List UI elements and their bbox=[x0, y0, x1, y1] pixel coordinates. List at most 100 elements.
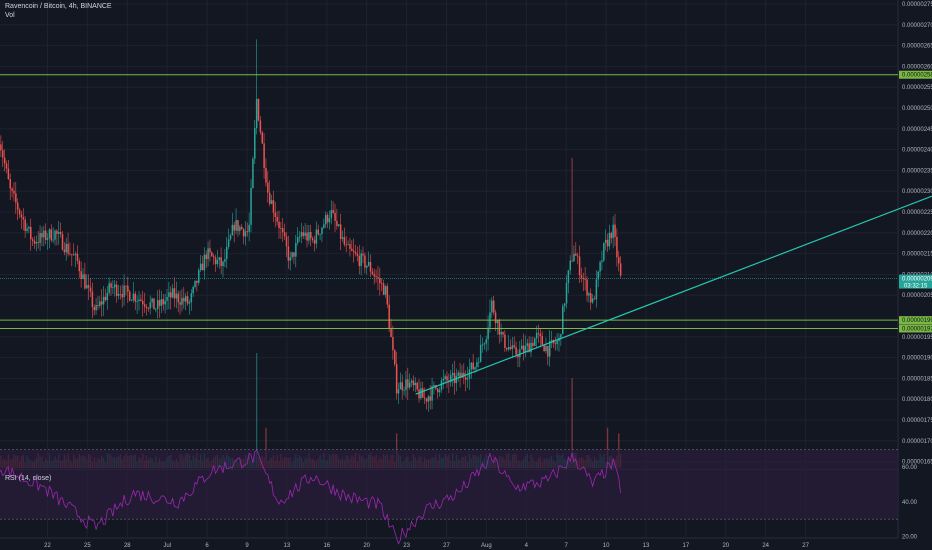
candle-body bbox=[371, 271, 374, 275]
candle-body bbox=[507, 347, 510, 350]
candle-body bbox=[401, 382, 403, 391]
candle-body bbox=[99, 301, 101, 306]
candle-body bbox=[375, 276, 377, 278]
candle-body bbox=[498, 319, 501, 335]
level-price-label: 0.00000258 bbox=[902, 73, 932, 79]
candle-body bbox=[207, 248, 209, 260]
candle-body bbox=[590, 293, 592, 303]
candle-body bbox=[326, 214, 329, 223]
candle-body bbox=[382, 283, 385, 295]
candle-body bbox=[560, 334, 562, 338]
candle-body bbox=[584, 279, 586, 280]
candle-body bbox=[296, 237, 299, 243]
candle-body bbox=[265, 167, 267, 183]
candle-body bbox=[319, 234, 321, 235]
candle-body bbox=[61, 234, 64, 250]
rsi-line bbox=[0, 449, 621, 545]
candle-body bbox=[283, 232, 286, 237]
candle-body bbox=[132, 293, 135, 301]
candle-body bbox=[485, 339, 487, 344]
candle-body bbox=[89, 287, 92, 292]
x-tick-label: 10 bbox=[603, 543, 610, 549]
candle-body bbox=[545, 346, 547, 352]
x-tick-label: 4 bbox=[525, 543, 529, 549]
candle-body bbox=[582, 277, 585, 280]
candle-body bbox=[65, 243, 67, 253]
candle-body bbox=[2, 150, 4, 158]
candle-body bbox=[347, 244, 349, 246]
candle-body bbox=[35, 242, 38, 244]
candle-body bbox=[190, 293, 193, 303]
candle-body bbox=[487, 327, 489, 340]
candle-body bbox=[431, 386, 433, 401]
candle-body bbox=[608, 232, 611, 247]
candle-body bbox=[595, 279, 598, 300]
candle-body bbox=[436, 388, 439, 393]
candle-body bbox=[356, 253, 359, 256]
candle-body bbox=[270, 200, 273, 204]
candle-body bbox=[39, 233, 41, 243]
candle-body bbox=[280, 228, 282, 229]
candle-body bbox=[565, 282, 568, 304]
candle-body bbox=[547, 346, 549, 357]
candle-body bbox=[571, 260, 573, 262]
candle-body bbox=[291, 252, 293, 258]
candle-body bbox=[360, 253, 362, 267]
candle-body bbox=[446, 376, 448, 381]
candle-body bbox=[212, 256, 215, 258]
candle-body bbox=[155, 308, 157, 310]
candle-body bbox=[145, 306, 148, 308]
candle-body bbox=[170, 292, 172, 298]
candle-body bbox=[339, 224, 342, 239]
candle-body bbox=[464, 377, 467, 380]
candle-body bbox=[293, 252, 295, 257]
candle-body bbox=[395, 364, 398, 394]
candle-body bbox=[149, 302, 151, 309]
y-tick-label: 0.00000170 bbox=[902, 439, 932, 445]
candle-body bbox=[216, 260, 219, 265]
candle-body bbox=[289, 257, 291, 261]
candle-body bbox=[532, 342, 534, 346]
candle-body bbox=[231, 224, 234, 236]
candle-body bbox=[457, 372, 459, 376]
candle-body bbox=[226, 246, 228, 260]
candle-body bbox=[345, 244, 347, 246]
candle-body bbox=[541, 336, 543, 345]
candle-body bbox=[63, 249, 66, 253]
candle-body bbox=[33, 240, 36, 244]
candle-body bbox=[214, 257, 217, 265]
candle-body bbox=[586, 279, 588, 296]
candle-body bbox=[28, 226, 30, 229]
candle-body bbox=[459, 372, 461, 378]
candle-body bbox=[576, 255, 579, 257]
candle-body bbox=[511, 345, 514, 350]
candle-body bbox=[384, 286, 387, 295]
candle-body bbox=[397, 389, 400, 394]
candle-body bbox=[423, 397, 426, 399]
candle-body bbox=[274, 212, 277, 218]
candle-body bbox=[450, 375, 452, 383]
x-tick-label: 28 bbox=[124, 543, 131, 549]
y-tick-label: 0.00000245 bbox=[902, 127, 932, 133]
level-price-label: 0.00000199 bbox=[902, 318, 932, 324]
candle-body bbox=[56, 230, 58, 234]
candle-body bbox=[84, 274, 86, 289]
candle-body bbox=[597, 271, 599, 280]
candle-body bbox=[114, 284, 116, 288]
candle-body bbox=[287, 246, 290, 261]
candle-body bbox=[351, 248, 353, 251]
candle-body bbox=[276, 217, 278, 222]
candle-body bbox=[82, 274, 84, 279]
candle-body bbox=[550, 340, 553, 342]
candle-body bbox=[313, 240, 316, 244]
candle-body bbox=[123, 285, 125, 298]
candle-body bbox=[48, 229, 51, 239]
candle-body bbox=[175, 293, 178, 299]
candle-body bbox=[257, 99, 260, 121]
x-tick-label: 17 bbox=[683, 543, 690, 549]
candle-body bbox=[619, 263, 622, 276]
candle-body bbox=[201, 263, 204, 271]
rsi-label: RSI (14, close) bbox=[5, 475, 52, 482]
candle-body bbox=[304, 232, 306, 236]
